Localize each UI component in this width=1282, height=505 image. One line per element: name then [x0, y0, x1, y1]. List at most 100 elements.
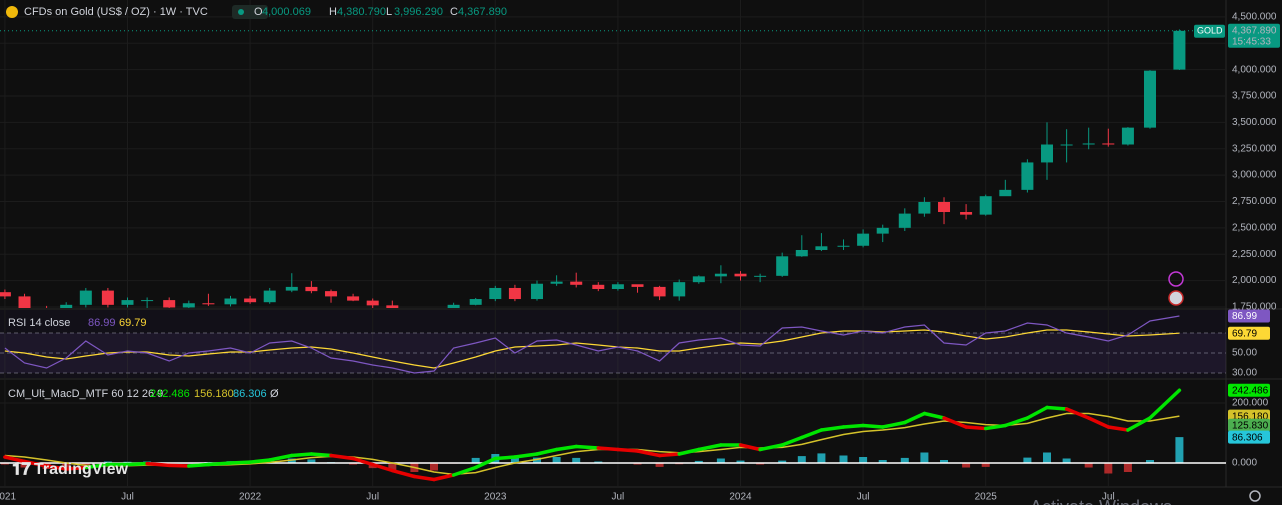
macd-axis-label: 242.486	[1232, 385, 1269, 396]
macd-segment	[758, 443, 784, 452]
x-tick-label: Jul	[121, 492, 134, 503]
histogram-bar	[1084, 463, 1093, 468]
pane-title: RSI 14 close	[8, 317, 70, 329]
candle-body	[224, 298, 237, 305]
histogram-bar	[817, 453, 826, 464]
y-tick-label: 4,000.000	[1232, 64, 1277, 75]
rsi-axis-label: 86.99	[1232, 311, 1257, 322]
marker-axis-label: 125.830	[1232, 420, 1269, 431]
rsi-ma-axis-label-box	[1228, 326, 1270, 340]
candle-body	[366, 300, 379, 306]
status-icons[interactable]	[232, 5, 268, 19]
ohlc-prefix: L	[386, 6, 392, 18]
settings-button[interactable]	[1249, 490, 1261, 502]
macd-segment	[248, 458, 272, 464]
macd-segment	[351, 456, 375, 467]
y-tick-label: 1,750.000	[1232, 302, 1277, 313]
candle-body	[447, 304, 460, 308]
symbol-icon	[6, 6, 18, 18]
candle-body	[325, 291, 338, 297]
candle-body	[1102, 143, 1115, 145]
macd-segment	[22, 459, 49, 468]
macd-segment	[922, 411, 946, 420]
macd-segment	[1003, 416, 1030, 428]
ohlc-prefix: C	[450, 6, 458, 18]
price-tag-box	[1228, 23, 1280, 48]
macd-segment	[1086, 416, 1111, 429]
macd-segment	[228, 460, 252, 465]
macd-segment	[800, 428, 824, 440]
price-tag-value: 4,367.890	[1232, 25, 1277, 36]
macd-axis-label-box	[1228, 383, 1270, 397]
candle-body	[979, 196, 992, 215]
candle-body	[285, 286, 298, 291]
histogram-value: 86.306	[233, 388, 267, 400]
macd-segment	[780, 435, 804, 447]
histogram-bar	[736, 460, 745, 464]
flag-icon[interactable]	[1168, 290, 1184, 306]
candle-body	[101, 290, 114, 305]
macd-segment	[841, 423, 865, 429]
macd-segment	[432, 473, 456, 482]
x-tick-label: 2021	[0, 492, 16, 503]
histogram-bar	[694, 460, 703, 464]
macd-segment	[635, 449, 662, 458]
candle-body	[857, 233, 870, 246]
y-tick-label: 4,500.000	[1232, 12, 1277, 23]
histogram-bar	[62, 463, 71, 470]
candle-body	[550, 281, 563, 284]
histogram-bar	[532, 457, 541, 464]
candle-body	[508, 287, 521, 300]
y-tick-label: 50.00	[1232, 348, 1257, 359]
histogram-bar	[900, 457, 909, 464]
histogram-bar	[655, 463, 664, 467]
macd-segment	[1148, 388, 1182, 420]
histogram-bar	[572, 457, 581, 464]
histogram-bar	[940, 460, 949, 464]
y-tick-label: 2,750.000	[1232, 196, 1277, 207]
candle-body	[79, 290, 92, 305]
candle-body	[653, 286, 666, 297]
macd-segment	[125, 461, 149, 467]
macd-segment	[187, 462, 211, 468]
y-tick-label: 3,250.000	[1232, 143, 1277, 154]
macd-segment	[412, 474, 436, 482]
pane-symbol: Ø	[270, 388, 279, 400]
x-tick-label: 2025	[975, 492, 998, 503]
candle-body	[938, 201, 951, 213]
rsi-line	[4, 315, 1180, 374]
x-tick-label: Jul	[366, 492, 379, 503]
candle-body	[386, 305, 399, 308]
macd-segment	[473, 456, 498, 470]
histogram-bar	[1104, 463, 1113, 474]
candle-body	[1021, 162, 1034, 190]
candle-body	[631, 284, 644, 287]
candle-body	[754, 275, 767, 277]
signal-value: 156.180	[194, 388, 234, 400]
macd-segment	[290, 452, 314, 458]
candle-body	[692, 276, 705, 283]
macd-segment	[903, 411, 927, 425]
event-icon[interactable]	[1168, 271, 1184, 287]
candle-body	[469, 299, 482, 305]
ohlc-prefix: H	[329, 6, 337, 18]
ohlc-value: 4,380.790	[337, 6, 386, 18]
histogram-axis-label-box	[1228, 430, 1270, 444]
macd-segment	[616, 447, 640, 453]
histogram-bar	[962, 463, 971, 468]
candle-body	[734, 273, 747, 277]
histogram-bar	[1043, 452, 1052, 464]
candle-body	[837, 245, 850, 247]
macd-segment	[64, 465, 88, 471]
candle-body	[918, 201, 931, 214]
macd-segment	[451, 465, 478, 477]
macd-segment	[3, 455, 27, 464]
candle-body	[898, 213, 911, 228]
macd-segment	[677, 447, 701, 456]
histogram-bar	[1175, 437, 1184, 464]
candle-body	[263, 290, 276, 303]
histogram-bar	[797, 456, 806, 464]
ohlc-value: 4,000.069	[262, 6, 311, 18]
